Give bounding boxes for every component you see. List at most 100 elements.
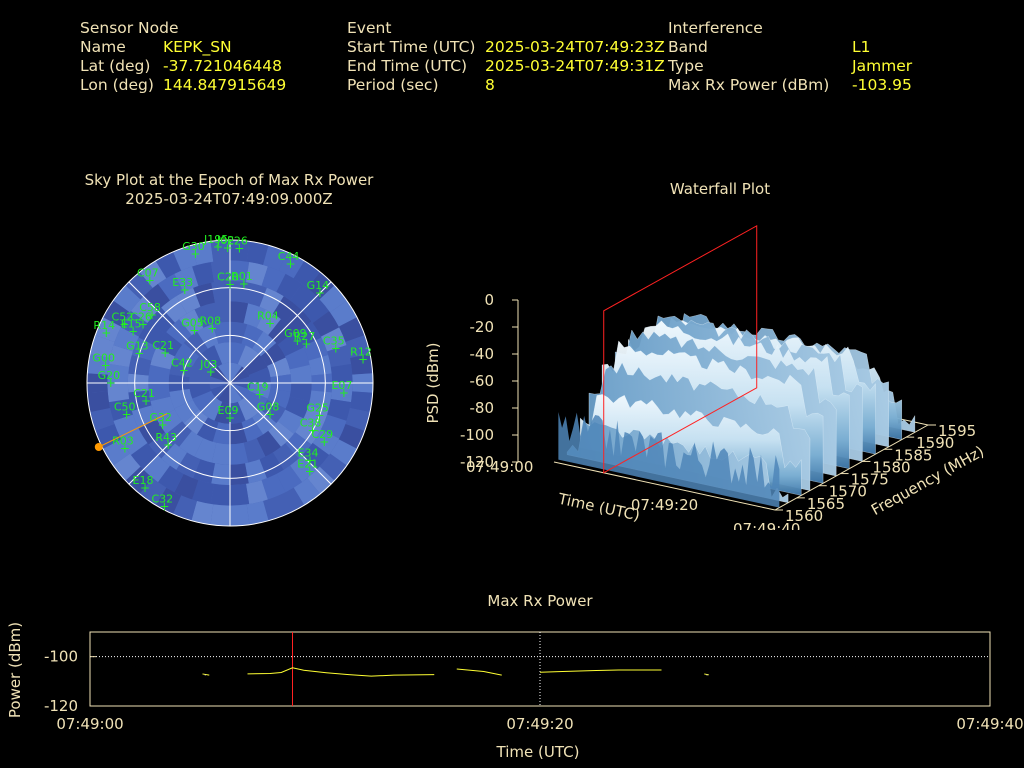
- sat-marker: +: [160, 346, 170, 360]
- sky-noise-tile: [230, 463, 249, 486]
- sky-noise-tile: [173, 245, 197, 271]
- sky-noise-tile: [246, 241, 269, 265]
- power-series-segment: [247, 667, 435, 677]
- sky-noise-tile: [230, 342, 246, 365]
- waterfall-time-cursor: [603, 224, 758, 474]
- sky-noise-tile: [193, 459, 215, 484]
- event-start-value: 2025-03-24T07:49:23Z: [485, 38, 665, 56]
- frequency-tick-label: 1595: [938, 422, 976, 440]
- sky-noise-tile: [161, 296, 187, 323]
- sat-marker: +: [206, 365, 216, 379]
- sky-noise-tile: [350, 391, 373, 413]
- sky-noise-tile: [230, 383, 243, 404]
- sat-marker: +: [301, 337, 311, 351]
- sat-marker: +: [119, 317, 129, 331]
- skyplot-title: Sky Plot at the Epoch of Max Rx Power: [84, 171, 374, 189]
- sat-label: C26: [130, 310, 152, 323]
- sensor-lat-label: Lat (deg): [80, 57, 151, 75]
- sat-marker: +: [138, 317, 148, 331]
- sky-noise-tile: [308, 390, 332, 411]
- sky-noise-tile: [277, 332, 304, 357]
- sky-noise-tile: [230, 504, 250, 526]
- sat-label: J02: [216, 234, 234, 247]
- sky-noise-tile: [330, 439, 357, 466]
- frequency-tick-label: 1580: [872, 458, 910, 476]
- power-xtick-label: 07:49:40: [956, 715, 1023, 733]
- sky-noise-tile: [87, 391, 110, 413]
- sky-noise-tile: [273, 296, 299, 323]
- sat-label: C35: [323, 335, 345, 348]
- sky-noise-tile: [143, 455, 170, 483]
- sat-marker: +: [265, 407, 275, 421]
- sky-noise-tile: [267, 388, 291, 409]
- sat-label: R43: [155, 431, 177, 444]
- sky-noise-tile: [261, 474, 286, 500]
- waterfall-front-skirt: [558, 411, 780, 508]
- sensor-node-title: Sensor Node: [80, 19, 179, 37]
- sat-marker: +: [140, 481, 150, 495]
- sky-noise-tile: [230, 442, 249, 465]
- sat-label: J03: [199, 358, 217, 371]
- psd-tick-label: 0: [484, 291, 494, 309]
- time-tick-label: 07:49:40: [733, 520, 800, 530]
- frequency-tick-label: 1565: [807, 495, 845, 513]
- event-end-value: 2025-03-24T07:49:31Z: [485, 57, 665, 75]
- sat-label: E15: [121, 318, 142, 331]
- sky-noise-tile: [237, 345, 259, 369]
- sky-noise-tile: [303, 337, 329, 361]
- sky-noise-tile: [128, 390, 152, 411]
- psd-tick-label: -120: [460, 453, 494, 471]
- sat-label: C29: [311, 428, 333, 441]
- sky-noise-tile: [230, 401, 246, 424]
- sky-noise-tile: [212, 321, 230, 344]
- sky-noise-tile: [327, 398, 352, 421]
- skyplot-subtitle: 2025-03-24T07:49:09.000Z: [125, 190, 333, 208]
- frequency-tick-label: 1570: [829, 483, 867, 501]
- sky-noise-tile: [321, 414, 347, 439]
- sat-marker: +: [305, 453, 315, 467]
- skyplot-chart: +C07+G30 +J195+J02+E26+C44+E33 +C20 +R01+G1…: [86, 233, 374, 527]
- sky-noise-tile: [214, 401, 230, 424]
- sky-noise-tile: [103, 439, 130, 466]
- waterfall-title: Waterfall Plot: [669, 180, 771, 198]
- sky-noise-tile: [143, 283, 170, 311]
- sky-noise-tile: [192, 261, 215, 286]
- psd-axis-title: PSD (dBm): [424, 342, 442, 423]
- power-xtick-label: 07:49:00: [56, 715, 123, 733]
- sat-marker: +: [101, 326, 111, 340]
- power-ytick-label: -100: [44, 648, 78, 666]
- power-xtick-label: 07:49:20: [506, 715, 573, 733]
- sky-noise-tile: [246, 501, 269, 525]
- sat-label: C20: [217, 270, 239, 283]
- sky-noise-tile: [278, 487, 305, 515]
- sky-noise-tile: [179, 309, 204, 336]
- sky-noise-tile: [157, 465, 184, 493]
- waterfall-cursor-plane: [603, 224, 758, 474]
- sky-noise-tile: [273, 443, 299, 470]
- power-xaxis-title: Time (UTC): [496, 743, 580, 761]
- sat-label: C44: [278, 250, 300, 263]
- sat-label: C21: [152, 339, 174, 352]
- sat-label: E07: [331, 379, 352, 392]
- sky-noise-tile: [290, 283, 317, 311]
- sky-noise-tile: [148, 432, 175, 459]
- sky-noise-tile: [245, 459, 267, 484]
- sat-marker: +: [106, 376, 116, 390]
- sky-noise-tile: [321, 327, 347, 352]
- sat-marker: +: [128, 325, 138, 339]
- sky-noise-tile: [103, 300, 130, 327]
- event-start-label: Start Time (UTC): [347, 38, 476, 56]
- sat-label: G13: [126, 340, 149, 353]
- sky-noise-tile: [289, 383, 312, 402]
- sat-label: R04: [257, 310, 279, 323]
- sky-noise-tile: [278, 251, 305, 279]
- sky-noise-tile: [89, 407, 115, 431]
- sat-label: R14: [93, 319, 115, 332]
- jammer-marker: [94, 443, 103, 452]
- sky-noise-tile: [130, 296, 158, 323]
- sky-noise-tile: [161, 443, 187, 470]
- sky-noise-tile: [87, 353, 110, 375]
- sat-marker: +: [265, 317, 275, 331]
- sensor-lon-value: 144.847915649: [163, 76, 287, 94]
